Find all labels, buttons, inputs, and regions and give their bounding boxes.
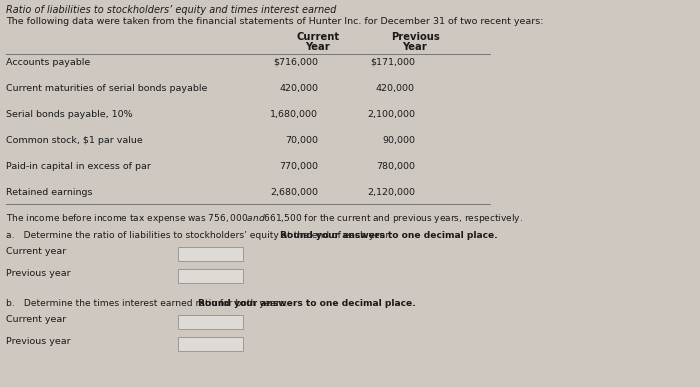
Text: Retained earnings: Retained earnings bbox=[6, 188, 92, 197]
Text: Previous year: Previous year bbox=[6, 337, 71, 346]
Text: 420,000: 420,000 bbox=[279, 84, 318, 93]
Text: Serial bonds payable, 10%: Serial bonds payable, 10% bbox=[6, 110, 132, 119]
Text: a. Determine the ratio of liabilities to stockholders’ equity at the end of each: a. Determine the ratio of liabilities to… bbox=[6, 231, 394, 240]
Text: $171,000: $171,000 bbox=[370, 58, 415, 67]
Text: Round your answers to one decimal place.: Round your answers to one decimal place. bbox=[198, 299, 416, 308]
Text: Current year: Current year bbox=[6, 247, 66, 256]
Text: b. Determine the times interest earned ratio for both years.: b. Determine the times interest earned r… bbox=[6, 299, 290, 308]
Text: 70,000: 70,000 bbox=[285, 136, 318, 145]
Text: 90,000: 90,000 bbox=[382, 136, 415, 145]
Text: Current year: Current year bbox=[6, 315, 66, 324]
Text: The income before income tax expense was $756,000 and $661,500 for the current a: The income before income tax expense was… bbox=[6, 212, 523, 225]
Text: Current: Current bbox=[296, 32, 339, 42]
Text: $716,000: $716,000 bbox=[273, 58, 318, 67]
Text: Previous year: Previous year bbox=[6, 269, 71, 278]
Text: The following data were taken from the financial statements of Hunter Inc. for D: The following data were taken from the f… bbox=[6, 17, 543, 26]
Text: Round your answers to one decimal place.: Round your answers to one decimal place. bbox=[280, 231, 498, 240]
Text: 2,680,000: 2,680,000 bbox=[270, 188, 318, 197]
Text: 770,000: 770,000 bbox=[279, 162, 318, 171]
Text: Year: Year bbox=[306, 42, 330, 52]
Text: 1,680,000: 1,680,000 bbox=[270, 110, 318, 119]
Text: Current maturities of serial bonds payable: Current maturities of serial bonds payab… bbox=[6, 84, 207, 93]
Text: Common stock, $1 par value: Common stock, $1 par value bbox=[6, 136, 143, 145]
Text: 2,120,000: 2,120,000 bbox=[367, 188, 415, 197]
Text: 2,100,000: 2,100,000 bbox=[367, 110, 415, 119]
Text: 420,000: 420,000 bbox=[376, 84, 415, 93]
Text: Accounts payable: Accounts payable bbox=[6, 58, 90, 67]
Text: Paid-in capital in excess of par: Paid-in capital in excess of par bbox=[6, 162, 151, 171]
Text: Year: Year bbox=[402, 42, 428, 52]
Text: Previous: Previous bbox=[391, 32, 440, 42]
Text: 780,000: 780,000 bbox=[376, 162, 415, 171]
Text: Ratio of liabilities to stockholders’ equity and times interest earned: Ratio of liabilities to stockholders’ eq… bbox=[6, 5, 337, 15]
